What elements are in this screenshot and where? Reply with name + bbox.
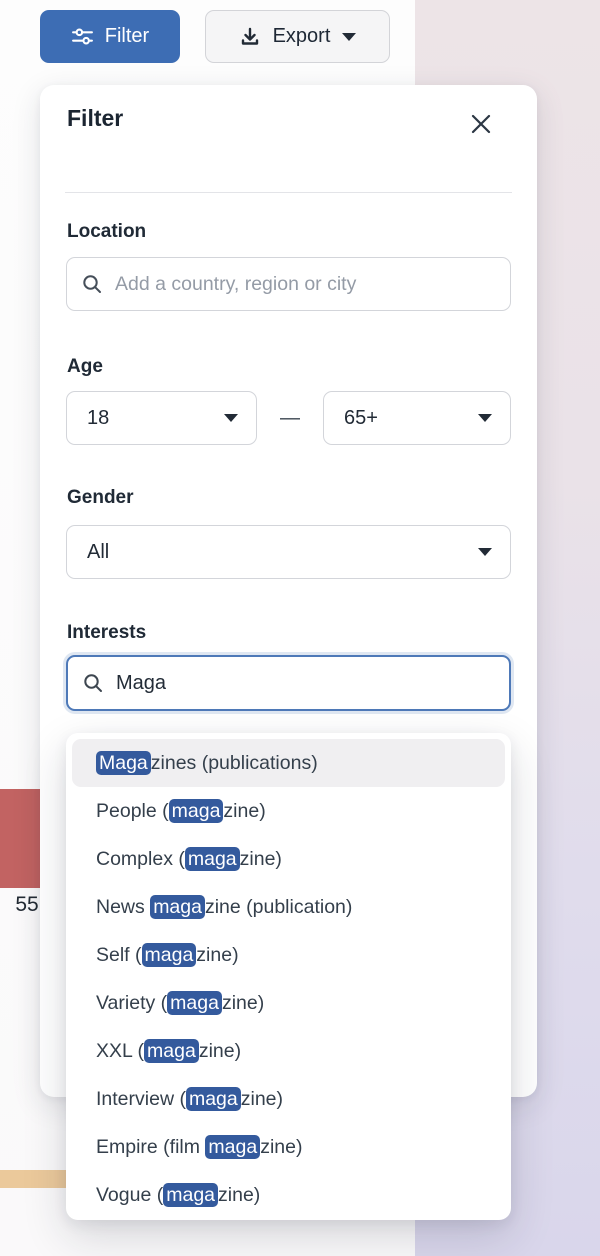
interests-search-field[interactable] [66, 655, 511, 711]
chevron-down-icon [478, 414, 492, 422]
filter-button[interactable]: Filter [40, 10, 180, 63]
suggestion-label: Self (maga zine) [96, 942, 239, 967]
background-chart-value-label: 55 [15, 893, 39, 916]
suggestion-label: Interview (maga zine) [96, 1086, 284, 1111]
suggestion-label: People (maga zine) [96, 798, 266, 823]
age-max-select[interactable]: 65+ [323, 391, 511, 445]
interests-label: Interests [67, 622, 147, 643]
gender-label: Gender [67, 487, 134, 508]
match-highlight: maga [205, 1134, 261, 1159]
suggestions-list: Maga zines (publications) People (maga zine… [66, 739, 511, 1219]
suggestion-item[interactable]: People (maga zine) [72, 787, 505, 835]
background-chart-bar-tan [0, 1170, 70, 1188]
age-min-select[interactable]: 18 [66, 391, 257, 445]
suggestion-item[interactable]: Interview (maga zine) [72, 1075, 505, 1123]
suggestion-item[interactable]: Self (maga zine) [72, 931, 505, 979]
background-chart-bar-red [0, 789, 40, 888]
suggestion-label: Vogue (maga zine) [96, 1182, 261, 1207]
suggestion-item[interactable]: XXL (maga zine) [72, 1027, 505, 1075]
suggestion-label: Variety (maga zine) [96, 990, 265, 1015]
suggestion-label: Empire (film maga zine) [96, 1134, 303, 1159]
suggestion-item[interactable]: Maga zines (publications) [72, 739, 505, 787]
suggestion-label: Complex (maga zine) [96, 846, 282, 871]
location-input[interactable] [115, 272, 496, 296]
suggestion-item[interactable]: Complex (maga zine) [72, 835, 505, 883]
gender-value: All [87, 540, 110, 563]
match-highlight: maga [163, 1182, 219, 1207]
panel-title: Filter [67, 105, 124, 131]
interest-suggestions-dropdown: Maga zines (publications) People (maga zine… [66, 733, 511, 1220]
suggestion-item[interactable]: Variety (maga zine) [72, 979, 505, 1027]
filter-button-label: Filter [104, 25, 150, 47]
suggestion-label: XXL (maga zine) [96, 1038, 242, 1063]
divider [65, 192, 512, 193]
location-label: Location [67, 221, 147, 242]
suggestion-item[interactable]: Empire (film maga zine) [72, 1123, 505, 1171]
suggestion-label: News maga zine (publication) [96, 894, 353, 919]
age-label: Age [67, 356, 103, 377]
suggestion-item[interactable]: Vogue (maga zine) [72, 1171, 505, 1219]
search-icon [82, 672, 104, 694]
match-highlight: maga [144, 1038, 199, 1063]
age-min-value: 18 [87, 406, 110, 429]
match-highlight: maga [167, 990, 222, 1015]
match-highlight: maga [168, 798, 224, 823]
age-range-separator: — [280, 406, 300, 429]
close-button[interactable] [464, 107, 498, 141]
match-highlight: maga [185, 1086, 241, 1111]
close-icon [470, 113, 492, 135]
age-max-value: 65+ [344, 406, 378, 429]
chevron-down-icon [224, 414, 238, 422]
export-button-label: Export [272, 25, 331, 47]
suggestion-label: Maga zines (publications) [96, 750, 318, 775]
export-button[interactable]: Export [205, 10, 390, 63]
match-highlight: maga [184, 846, 240, 871]
download-icon [239, 26, 261, 48]
match-highlight: maga [150, 894, 205, 919]
sliders-icon [71, 25, 94, 48]
match-highlight: maga [141, 942, 197, 967]
chevron-down-icon [342, 32, 357, 41]
interests-input[interactable] [116, 671, 495, 695]
search-icon [81, 273, 103, 295]
gender-select[interactable]: All [66, 525, 511, 579]
suggestion-item[interactable]: News maga zine (publication) [72, 883, 505, 931]
match-highlight: Maga [96, 750, 151, 775]
chevron-down-icon [478, 548, 492, 556]
location-search-field[interactable] [66, 257, 511, 311]
